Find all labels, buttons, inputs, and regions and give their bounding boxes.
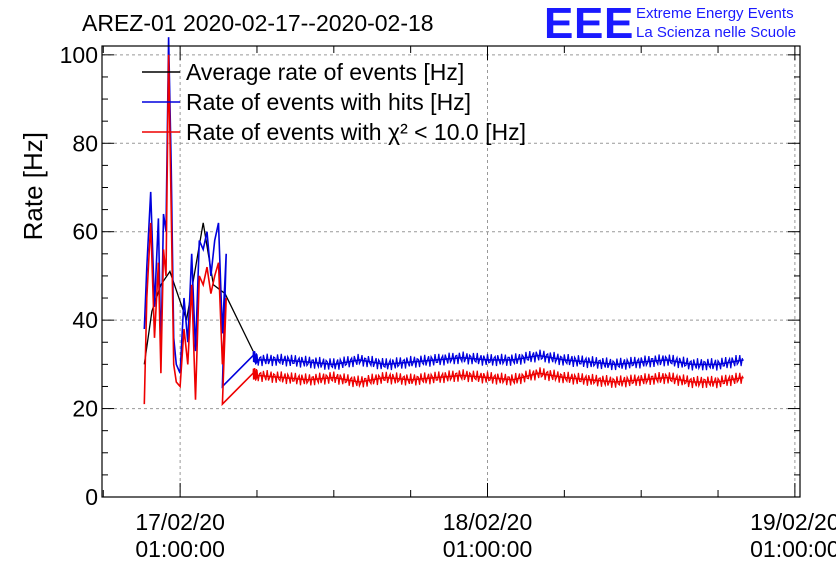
legend-label-1: Rate of events with hits [Hz] xyxy=(186,89,471,115)
y-tick-label: 100 xyxy=(60,42,98,68)
x-tick-label-time: 01:00:00 xyxy=(135,536,225,562)
logo-letter: E xyxy=(574,0,603,44)
legend-label-2: Rate of events with χ² < 10.0 [Hz] xyxy=(186,119,526,145)
logo-letter: E xyxy=(604,0,633,44)
legend-label-0: Average rate of events [Hz] xyxy=(186,59,464,85)
x-tick-label-date: 19/02/20 xyxy=(750,509,836,535)
x-tick-label-date: 18/02/20 xyxy=(443,509,533,535)
series-noise-1 xyxy=(252,349,743,371)
y-tick-label: 20 xyxy=(72,396,98,422)
y-tick-label: 40 xyxy=(72,307,98,333)
series-noise-2 xyxy=(252,367,743,389)
logo-letter: E xyxy=(544,0,573,44)
plot-frame xyxy=(101,45,801,498)
chart-title: AREZ-01 2020-02-17--2020-02-18 xyxy=(82,10,434,36)
y-tick-label: 80 xyxy=(72,130,98,156)
x-tick-label-time: 01:00:00 xyxy=(750,536,836,562)
logo-caption: Extreme Energy Events La Scienza nelle S… xyxy=(636,4,796,42)
y-tick-label: 0 xyxy=(85,484,98,510)
y-tick-label: 60 xyxy=(72,219,98,245)
x-tick-label-time: 01:00:00 xyxy=(443,536,533,562)
logo-line-1: Extreme Energy Events xyxy=(636,5,794,22)
series-line-2 xyxy=(143,54,744,407)
x-tick-label-date: 17/02/20 xyxy=(135,509,225,535)
logo-line-2: La Scienza nelle Scuole xyxy=(636,24,797,41)
